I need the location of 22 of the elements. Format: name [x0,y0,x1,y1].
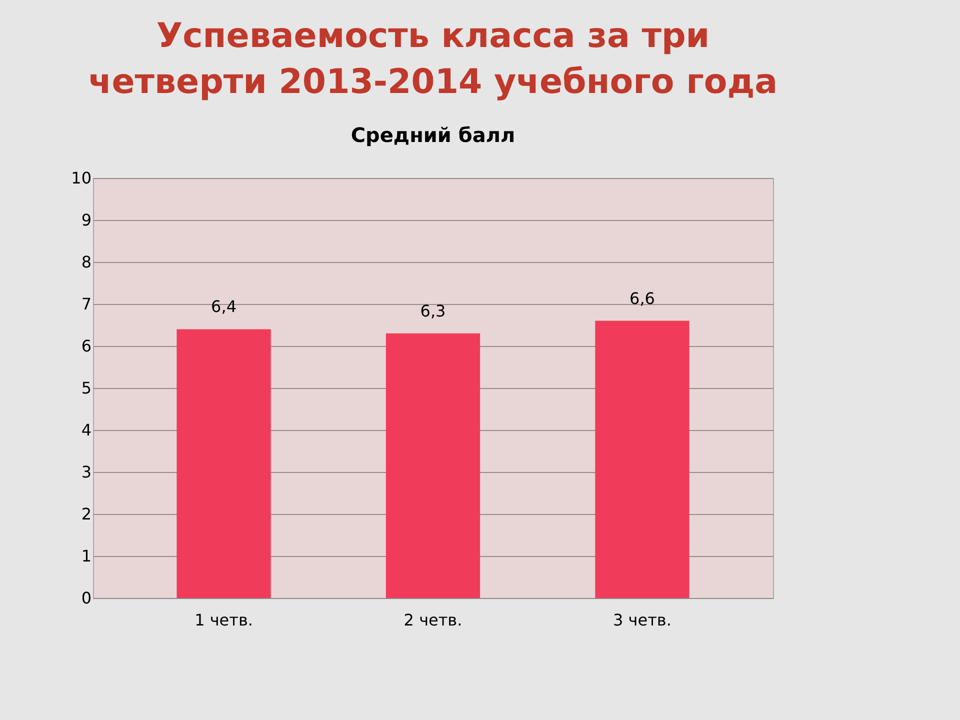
y-tick-label: 8 [81,252,92,272]
y-tick-label: 10 [71,168,92,188]
bar [386,333,480,598]
y-tick-label: 9 [81,210,92,230]
x-tick-label: 1 четв. [194,610,253,630]
y-tick-label: 0 [81,588,92,608]
bar [595,320,690,598]
data-label: 6,6 [630,288,655,308]
y-tick-label: 6 [81,336,92,356]
y-tick-label: 5 [81,378,92,398]
bar [176,329,271,598]
data-label: 6,3 [420,301,446,320]
data-label: 6,4 [211,297,236,316]
x-tick-label: 2 четв. [404,610,462,630]
y-tick-label: 2 [81,504,92,524]
y-tick-label: 7 [81,294,92,314]
y-tick-label: 3 [81,462,92,482]
chart-title: Успеваемость класса за три четверти 2013-2014 учебного года [88,16,778,102]
y-tick-label: 1 [81,546,92,566]
x-tick-label: 3 четв. [613,610,672,630]
y-tick-label: 4 [81,420,92,440]
chart-subtitle: Средний балл [350,123,516,147]
